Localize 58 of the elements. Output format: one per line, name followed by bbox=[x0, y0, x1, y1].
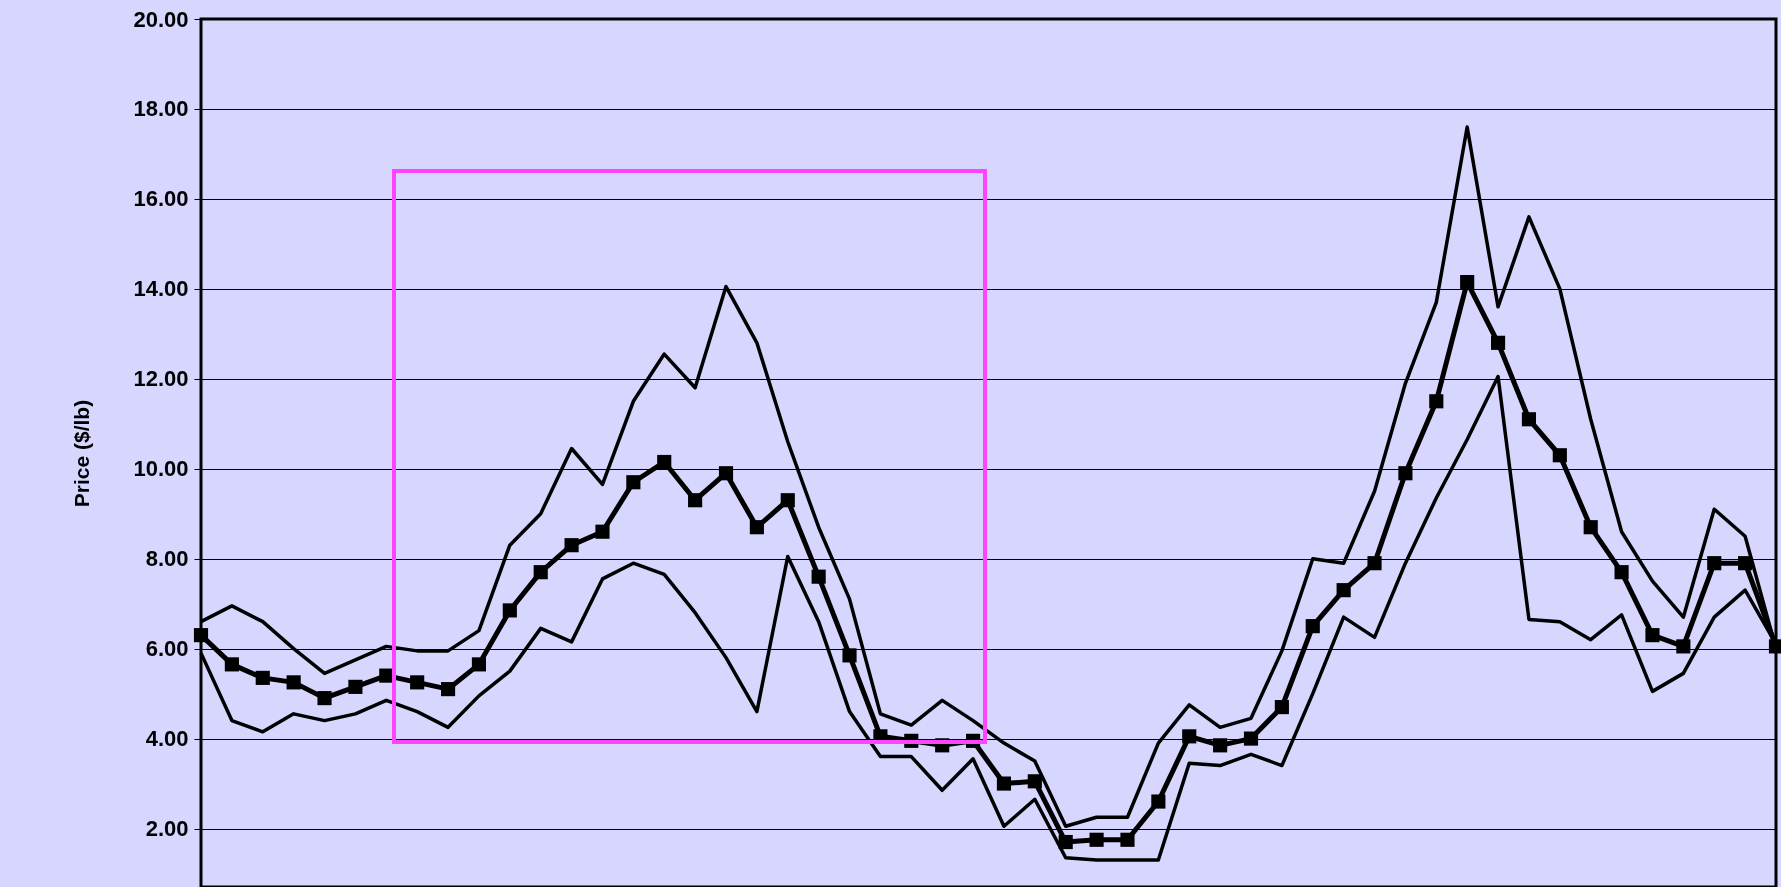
point bbox=[688, 493, 703, 508]
point bbox=[1027, 774, 1042, 789]
point bbox=[348, 679, 363, 694]
y-tick-label: 2.00 bbox=[145, 816, 189, 842]
y-tick-label: 4.00 bbox=[145, 726, 189, 752]
point bbox=[1398, 466, 1413, 481]
point bbox=[1213, 738, 1228, 753]
point bbox=[1120, 832, 1135, 847]
point bbox=[1089, 832, 1104, 847]
y-tick-label: 16.00 bbox=[133, 186, 189, 212]
y-tick-label: 6.00 bbox=[145, 636, 189, 662]
point bbox=[1151, 794, 1166, 809]
point bbox=[1243, 731, 1259, 746]
point bbox=[780, 493, 795, 508]
point bbox=[317, 691, 332, 706]
point bbox=[626, 475, 641, 490]
point bbox=[286, 675, 301, 690]
point bbox=[718, 466, 734, 481]
point bbox=[1521, 412, 1537, 427]
point bbox=[1058, 834, 1073, 850]
point bbox=[533, 565, 548, 580]
point bbox=[1460, 275, 1475, 290]
point bbox=[1274, 700, 1289, 715]
point bbox=[1490, 335, 1506, 350]
point bbox=[1305, 619, 1320, 634]
point bbox=[1583, 520, 1598, 535]
point bbox=[502, 603, 517, 618]
y-tick-label: 14.00 bbox=[133, 276, 189, 302]
point bbox=[1336, 583, 1351, 598]
point bbox=[564, 538, 579, 553]
point bbox=[1707, 556, 1722, 571]
point bbox=[255, 670, 270, 685]
y-tick-label: 12.00 bbox=[133, 366, 189, 392]
point bbox=[1182, 729, 1197, 744]
y-axis-title: Price ($/lb) bbox=[70, 399, 94, 508]
point bbox=[657, 454, 672, 470]
point bbox=[749, 520, 764, 535]
point bbox=[1552, 448, 1567, 463]
point bbox=[1676, 639, 1691, 654]
point bbox=[842, 648, 857, 663]
point bbox=[1614, 565, 1629, 580]
point bbox=[595, 524, 610, 539]
point bbox=[379, 668, 394, 683]
point bbox=[811, 569, 826, 584]
point bbox=[996, 776, 1012, 791]
y-tick-label: 20.00 bbox=[133, 6, 189, 32]
y-tick-label: 18.00 bbox=[133, 96, 189, 122]
point bbox=[1367, 556, 1382, 571]
point bbox=[471, 657, 487, 672]
y-tick-label: 10.00 bbox=[133, 456, 189, 482]
point bbox=[1645, 628, 1660, 643]
point bbox=[1429, 394, 1444, 409]
point bbox=[224, 657, 239, 672]
point bbox=[193, 628, 209, 643]
y-tick-label: 8.00 bbox=[145, 546, 189, 572]
point bbox=[1738, 556, 1753, 571]
point bbox=[440, 682, 456, 697]
point bbox=[410, 675, 425, 690]
